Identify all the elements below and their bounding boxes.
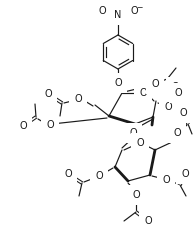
Text: O: O	[129, 128, 137, 138]
Text: O: O	[46, 120, 54, 130]
Text: O: O	[171, 82, 179, 92]
Text: O: O	[173, 128, 181, 138]
Text: O: O	[130, 6, 138, 16]
Text: O: O	[136, 138, 144, 148]
Text: O: O	[181, 169, 189, 179]
Text: O: O	[164, 102, 172, 112]
Text: N: N	[114, 10, 122, 20]
Text: O: O	[162, 175, 170, 185]
Text: O: O	[139, 88, 147, 98]
Text: O: O	[95, 171, 103, 181]
Text: O: O	[151, 79, 159, 89]
Text: O: O	[179, 108, 187, 118]
Text: O: O	[114, 78, 122, 88]
Text: O: O	[64, 169, 72, 179]
Text: O: O	[44, 89, 52, 99]
Text: O: O	[144, 216, 152, 226]
Text: −: −	[136, 3, 142, 12]
Text: O: O	[174, 88, 182, 98]
Text: O: O	[74, 94, 82, 104]
Text: O: O	[98, 6, 106, 16]
Text: O: O	[19, 121, 27, 131]
Text: O: O	[132, 190, 140, 200]
